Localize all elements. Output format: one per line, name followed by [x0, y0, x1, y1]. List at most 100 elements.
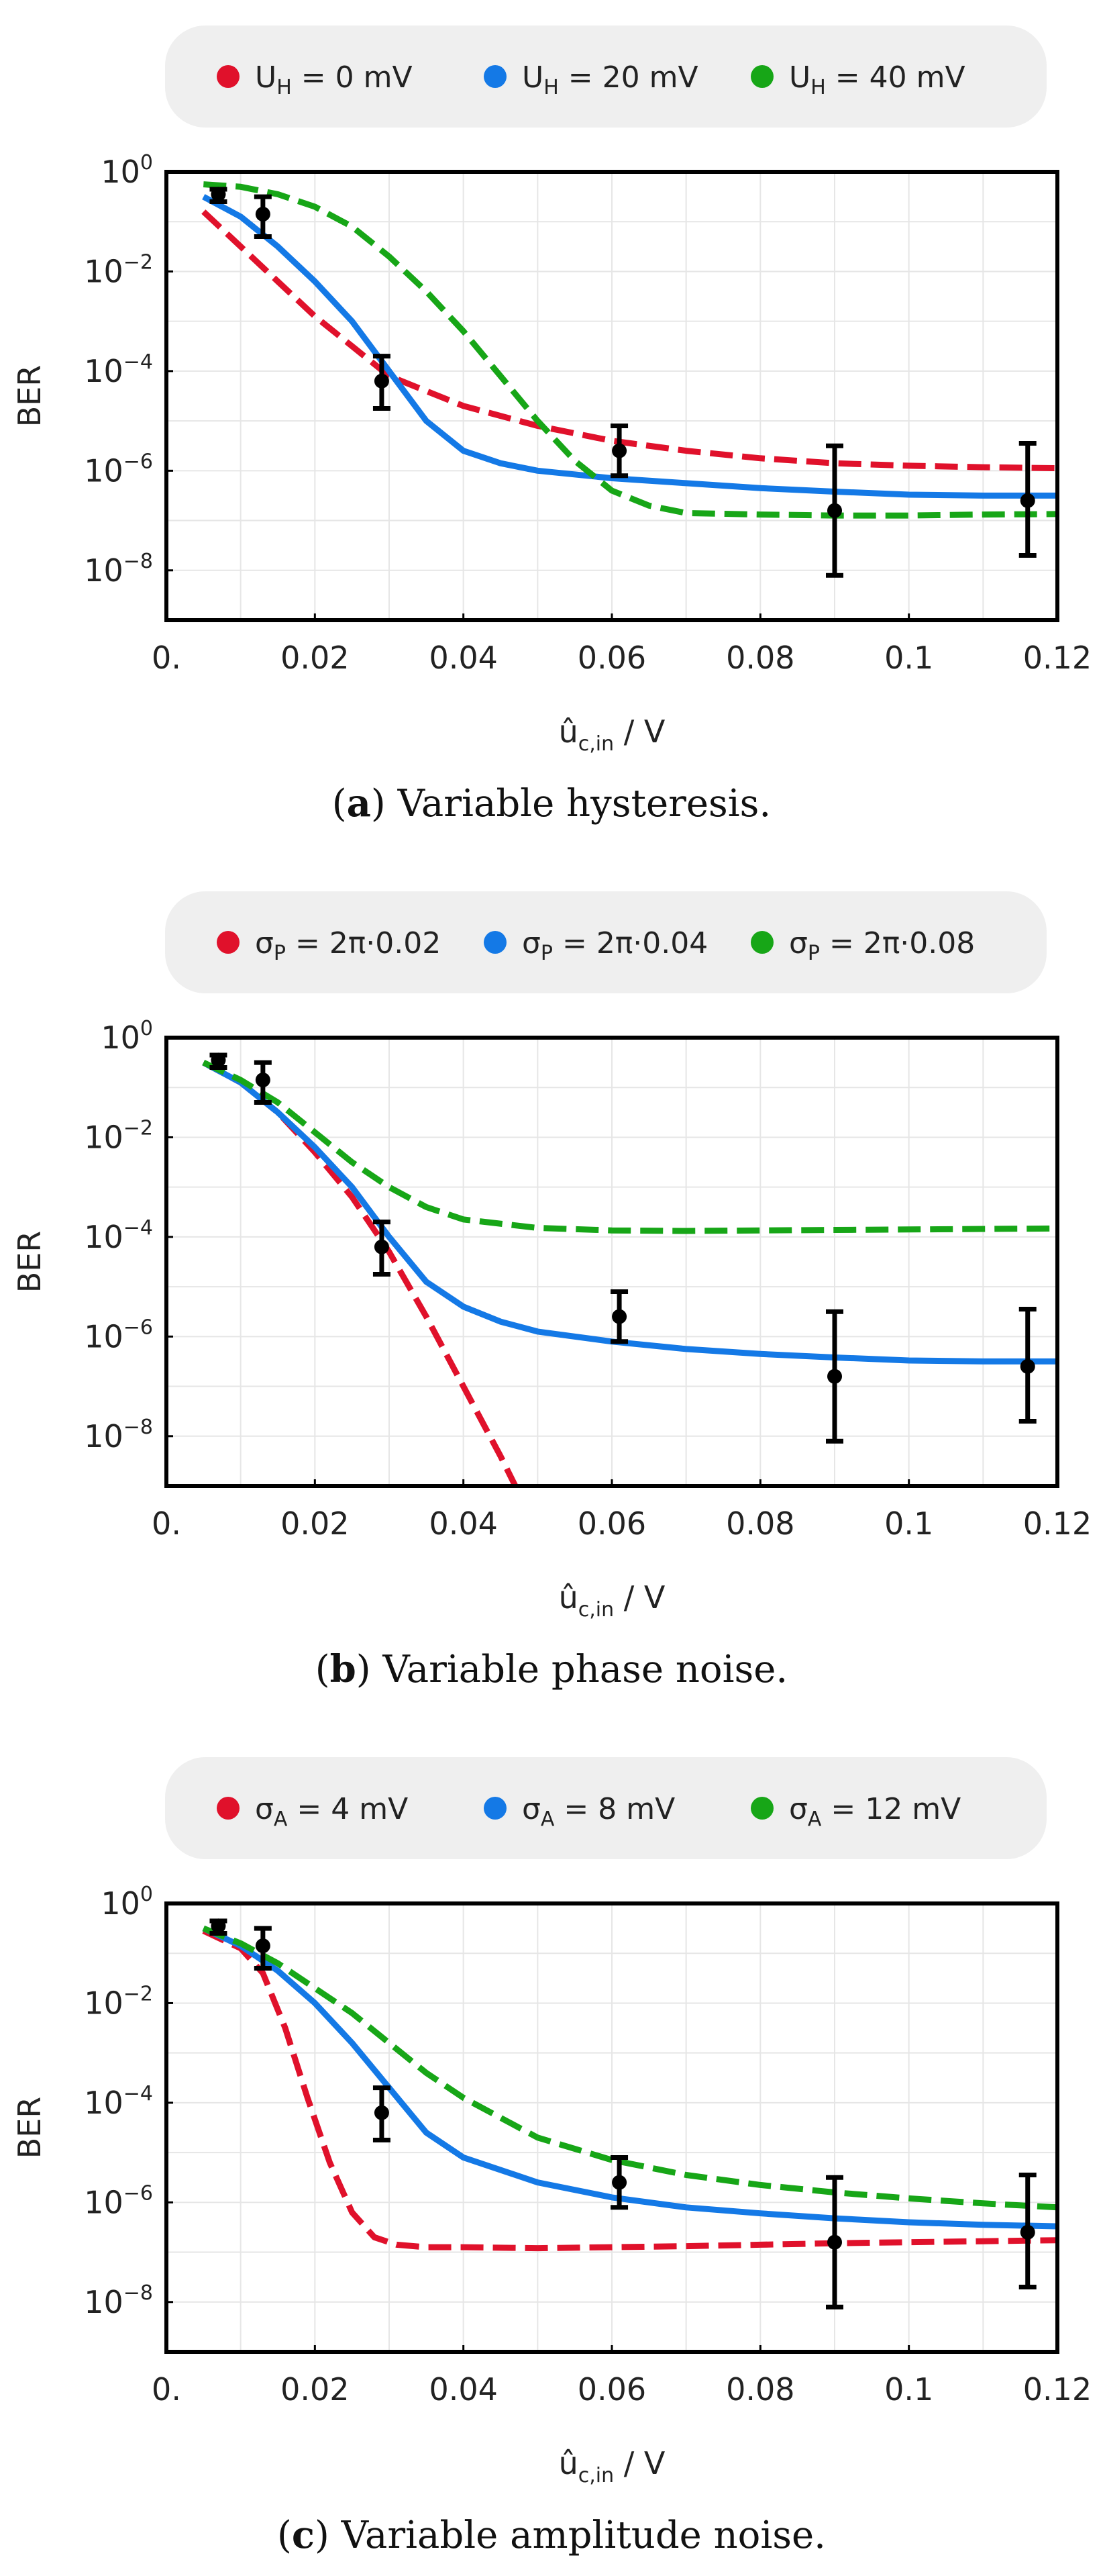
- x-tick-label: 0.08: [726, 640, 794, 676]
- series-line-red: [202, 1060, 519, 1486]
- x-tick-label: 0.02: [280, 2371, 349, 2408]
- error-bar: [826, 2175, 843, 2310]
- error-bars: [209, 1052, 1037, 1444]
- x-tick-label: 0.02: [280, 1505, 349, 1542]
- data-point: [211, 1918, 226, 1934]
- x-tick-label: 0.04: [429, 2371, 497, 2408]
- legend-a: UH = 0 mV UH = 20 mV UH = 40 mV: [165, 26, 1047, 128]
- series-line-blue: [202, 194, 1057, 499]
- y-tick-label: 10−4: [84, 350, 153, 389]
- x-tick-label: 0.12: [1023, 1505, 1092, 1542]
- legend-marker: [217, 65, 240, 88]
- x-tick-label: 0.1: [884, 2371, 933, 2408]
- error-bar: [209, 1918, 227, 1936]
- legend-item: σA = 4 mV: [217, 1792, 408, 1831]
- series-group: [202, 1925, 1057, 2252]
- series-group: [202, 1060, 1057, 1486]
- caption-c: (c) Variable amplitude noise.: [277, 2513, 826, 2557]
- error-bar: [372, 2085, 390, 2143]
- data-point: [211, 187, 226, 202]
- legend-c: σA = 4 mV σA = 8 mV σA = 12 mV: [165, 1757, 1047, 1859]
- legend-marker: [484, 931, 507, 954]
- x-axis-label: ûc,in / V: [559, 2445, 666, 2487]
- legend-label: σA = 8 mV: [522, 1792, 675, 1831]
- series-line-red: [201, 209, 1057, 472]
- x-tick-label: 0.1: [884, 640, 933, 676]
- data-point: [1020, 2224, 1035, 2240]
- legend-box: [165, 1757, 1047, 1859]
- x-axis-label: ûc,in / V: [559, 713, 666, 756]
- grid: [166, 1037, 1058, 1487]
- error-bar: [826, 443, 843, 578]
- legend-marker: [484, 1797, 507, 1820]
- y-axis-label: BER: [11, 1231, 48, 1293]
- data-point: [827, 1369, 842, 1384]
- x-tick-label: 0.04: [429, 640, 497, 676]
- x-tick-label: 0.06: [578, 640, 646, 676]
- error-bar: [372, 354, 390, 411]
- data-point: [374, 373, 389, 389]
- legend-box: [165, 891, 1047, 993]
- y-axis-label: BER: [11, 2097, 48, 2159]
- error-bar: [1018, 441, 1037, 558]
- x-tick-label: 0.06: [578, 2371, 646, 2408]
- data-point: [255, 207, 270, 222]
- plot-a: 0. 0.02 0.04 0.06 0.08 0.1 0.12 100 10−2 10−4 10−6…: [11, 151, 1092, 756]
- data-point: [612, 443, 627, 458]
- caption-a: (a) Variable hysteresis.: [332, 781, 771, 826]
- legend-box: [165, 26, 1047, 128]
- x-tick-label: 0.12: [1023, 2371, 1092, 2408]
- y-tick-label: 10−2: [84, 1116, 153, 1155]
- legend-marker: [751, 65, 774, 88]
- plot-b: 0. 0.02 0.04 0.06 0.08 0.1 0.12 100 10−2 10−4 10−6…: [11, 1017, 1092, 1622]
- y-tick-label: 10−8: [84, 2281, 153, 2320]
- panel-c: σA = 4 mV σA = 8 mV σA = 12 mV 0. 0.02 0.04 0…: [11, 1757, 1092, 2557]
- plot-c: 0. 0.02 0.04 0.06 0.08 0.1 0.12 100 10−2 10−4 10−6…: [11, 1883, 1092, 2487]
- legend-label: σA = 12 mV: [789, 1792, 961, 1831]
- y-tick-label: 10−6: [84, 2181, 153, 2220]
- grid: [166, 171, 1058, 621]
- y-tick-label: 10−2: [84, 250, 153, 289]
- panel-b: σP = 2π·0.02 σP = 2π·0.04 σP = 2π·0.08 0. 0…: [11, 891, 1092, 1691]
- data-point: [255, 1073, 270, 1088]
- data-point: [374, 2105, 389, 2120]
- legend-label: σP = 2π·0.04: [522, 926, 708, 965]
- y-tick-label: 10−8: [84, 1416, 153, 1454]
- y-tick-label: 10−4: [84, 2082, 153, 2121]
- legend-item: σP = 2π·0.02: [217, 926, 441, 965]
- y-tick-label: 10−8: [84, 550, 153, 589]
- data-point: [827, 2234, 842, 2250]
- y-tick-label: 10−4: [84, 1216, 153, 1255]
- error-bar: [826, 1309, 843, 1444]
- legend-item: UH = 0 mV: [217, 60, 413, 99]
- x-tick-label: 0.06: [578, 1505, 646, 1542]
- error-bar: [611, 424, 629, 479]
- x-tick-label: 0.08: [726, 1505, 794, 1542]
- legend-item: σP = 2π·0.04: [484, 926, 708, 965]
- series-line-green: [203, 181, 1057, 519]
- error-bar: [1018, 1307, 1037, 1424]
- y-tick-label: 10−6: [84, 450, 153, 489]
- legend-label: UH = 40 mV: [789, 60, 965, 99]
- data-point: [612, 2175, 627, 2190]
- x-tick-label: 0.: [152, 1505, 181, 1542]
- legend-label: UH = 20 mV: [522, 60, 698, 99]
- legend-label: σP = 2π·0.08: [789, 926, 975, 965]
- legend-item: σA = 12 mV: [751, 1792, 961, 1831]
- error-bar: [254, 1060, 272, 1105]
- caption-b: (b) Variable phase noise.: [315, 1647, 788, 1691]
- error-bars: [209, 187, 1037, 578]
- series-line-green: [202, 1060, 1057, 1234]
- y-tick-label: 100: [101, 151, 153, 190]
- error-bar: [372, 1220, 390, 1277]
- error-bar: [209, 1052, 227, 1071]
- error-bar: [611, 1289, 629, 1344]
- data-point: [1020, 1358, 1035, 1374]
- error-bars: [209, 1918, 1037, 2310]
- x-tick-label: 0.: [152, 2371, 181, 2408]
- error-bar: [611, 2155, 629, 2210]
- x-tick-label: 0.02: [280, 640, 349, 676]
- y-tick-label: 10−2: [84, 1982, 153, 2021]
- legend-marker: [751, 931, 774, 954]
